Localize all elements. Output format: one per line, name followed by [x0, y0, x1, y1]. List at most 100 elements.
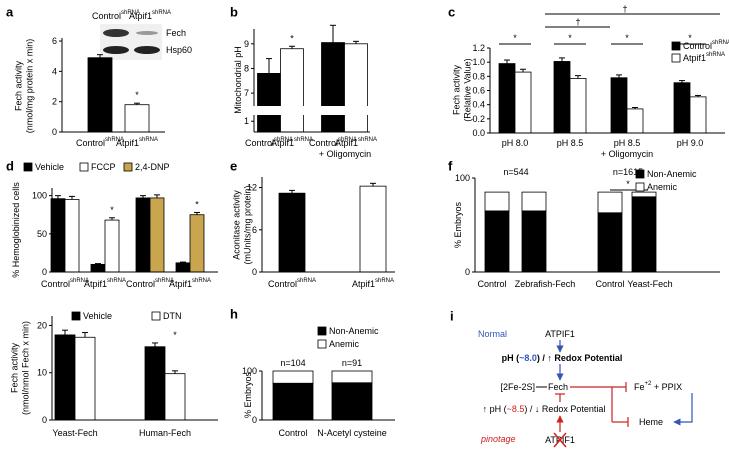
diagram-label: pinotage	[480, 434, 516, 444]
x-tick-label: ControlshRNA	[41, 278, 89, 289]
bar	[272, 382, 314, 421]
y-tick-label: 8	[244, 63, 249, 73]
significance: *	[625, 33, 629, 43]
y-tick-label: 4	[52, 66, 57, 76]
bar	[597, 212, 623, 273]
y-axis-label: % Embryos	[453, 201, 463, 248]
x-tick-label-part: Control	[278, 428, 307, 438]
legend-label-part: Vehicle	[35, 162, 64, 172]
bar	[521, 210, 547, 273]
y-axis-label: (Relative Value)	[463, 58, 473, 121]
diagram-label: ATPIF1	[545, 329, 575, 339]
bar	[514, 71, 532, 134]
label-part: Fe	[634, 382, 645, 392]
x-tick-label: N-Acetyl cysteine	[317, 428, 387, 438]
x-tick-label-part: Control	[76, 138, 105, 148]
y-tick-label: 100	[455, 173, 470, 183]
bar	[569, 78, 587, 134]
legend-label-part: Non-Anemic	[329, 326, 379, 336]
bar	[597, 191, 623, 214]
y-tick-label: 1.2	[472, 43, 485, 53]
panel-letter: f	[448, 159, 453, 174]
panel-letter: b	[230, 5, 238, 20]
x-tick-label: ControlshRNA	[268, 278, 316, 289]
bar	[124, 104, 150, 133]
blot-lane-label: Atpif1shRNA	[129, 10, 171, 21]
bar	[631, 196, 657, 273]
significance: *	[688, 33, 692, 43]
blot-lane-label: ControlshRNA	[92, 10, 140, 21]
x-tick-label-part: Zebrafish-Fech	[515, 279, 576, 289]
legend-label: Non-Anemic	[329, 326, 379, 336]
bar	[64, 199, 80, 273]
y-axis-label: Aconitase activity	[232, 190, 242, 260]
legend-label: Anemic	[647, 182, 678, 192]
bar	[54, 334, 76, 421]
bar	[280, 48, 304, 133]
blot-lane-label-part: shRNA	[121, 10, 140, 16]
legend-label: Vehicle	[83, 311, 112, 321]
legend-swatch	[635, 182, 645, 192]
bar	[104, 219, 120, 273]
diagram-label: Normal	[478, 329, 507, 339]
x-tick-label: Yeast-Fech	[627, 279, 672, 289]
bar	[610, 77, 628, 134]
panel-letter: h	[230, 307, 238, 322]
bar	[74, 336, 96, 421]
y-tick-label: 0.8	[472, 71, 485, 81]
blot-lane-label-part: Control	[92, 11, 121, 21]
legend-label-part: Anemic	[329, 339, 360, 349]
legend-label: ControlshRNA	[683, 40, 729, 51]
bar	[321, 42, 345, 133]
blot-band	[103, 46, 129, 54]
legend-label: FCCP	[91, 162, 116, 172]
legend-swatch	[317, 326, 327, 336]
legend-label-part: shRNA	[706, 52, 725, 58]
bar	[331, 370, 373, 384]
y-tick-label: 10	[37, 368, 47, 378]
bar	[689, 96, 707, 134]
panel-letter: a	[6, 5, 14, 20]
x-tick-label-part: shRNA	[70, 278, 89, 284]
y-tick-label: 6	[52, 36, 57, 46]
legend-label: 2,4-DNP	[135, 162, 170, 172]
significance: *	[626, 179, 630, 189]
x-tick-label: Zebrafish-Fech	[515, 279, 576, 289]
legend-label-part: Atpif1	[683, 53, 706, 63]
bar	[484, 191, 510, 212]
label-part: ~8.5	[507, 404, 525, 414]
label-part: ↑ pH (	[483, 404, 507, 414]
x-tick-label-part: pH 8.5	[614, 138, 641, 148]
x-tick-label-part: shRNA	[274, 137, 293, 143]
bar	[272, 370, 314, 384]
x-tick-label-part: Control	[245, 138, 274, 148]
category-note: + Oligomycin	[319, 149, 371, 159]
label-part: ) / ↓ Redox Potential	[524, 404, 605, 414]
x-tick-label-part: N-Acetyl cysteine	[317, 428, 387, 438]
blot-band	[103, 29, 129, 37]
western-blot: ControlshRNA Atpif1shRNA Fech Hsp60	[92, 10, 192, 60]
y-axis-label: % Embryos	[243, 371, 253, 418]
y-tick-label: 0.0	[472, 128, 485, 138]
y-axis-label: (nmol/mg protein x min)	[25, 39, 35, 134]
diagram-label: [2Fe-2S]	[500, 382, 535, 392]
bar	[189, 214, 205, 273]
x-tick-label-part: shRNA	[105, 137, 124, 143]
x-tick-label-part: shRNA	[375, 278, 394, 284]
bar	[673, 82, 691, 134]
diagram: i Normal ATPIF1 pH (~8.0) / ↑ Redox Pote…	[450, 309, 693, 448]
bar	[257, 73, 281, 133]
y-tick-label: 9	[244, 39, 249, 49]
bar	[344, 43, 368, 133]
y-tick-label: 20	[37, 320, 47, 330]
y-tick-label: 0	[42, 415, 47, 425]
panel-letter: i	[450, 309, 454, 324]
x-tick-label: Atpif1shRNA	[335, 137, 377, 148]
y-tick-label: 100	[242, 366, 257, 376]
x-tick-label-part: shRNA	[297, 278, 316, 284]
x-tick-label-part: Yeast-Fech	[52, 428, 97, 438]
axis-break	[249, 106, 371, 115]
legend-swatch	[23, 162, 33, 172]
x-tick-label-part: Atpif1	[335, 138, 358, 148]
